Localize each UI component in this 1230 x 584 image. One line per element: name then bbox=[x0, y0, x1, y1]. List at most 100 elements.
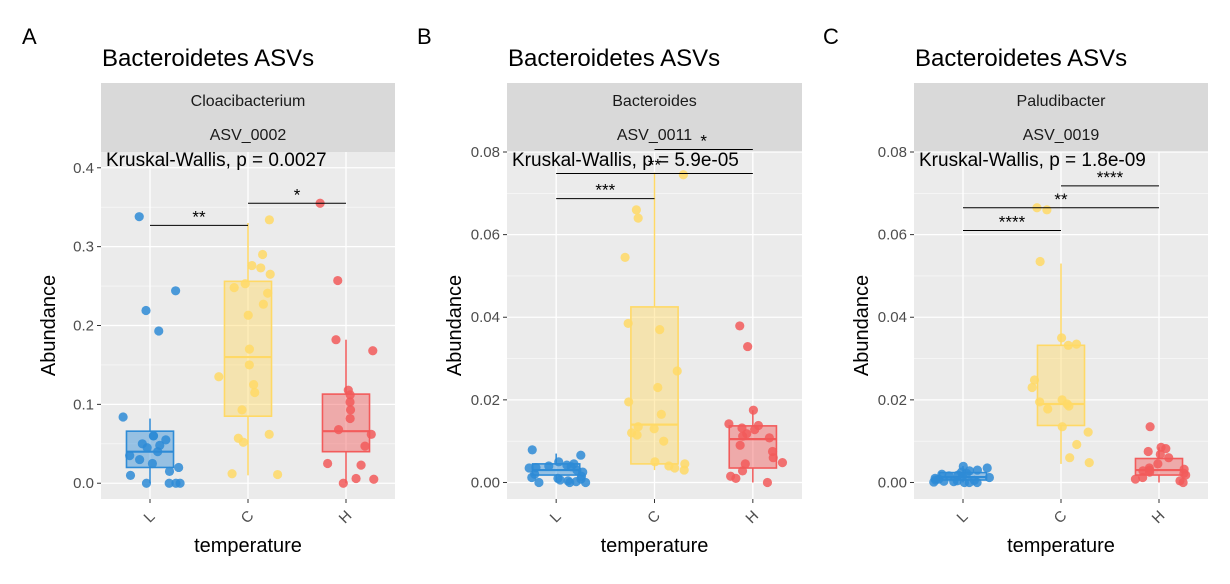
data-point-C bbox=[1083, 427, 1093, 437]
data-point-L bbox=[929, 477, 939, 487]
data-point-L bbox=[984, 472, 995, 483]
data-point-L bbox=[562, 460, 572, 470]
data-point-C bbox=[1029, 375, 1040, 385]
data-point-L bbox=[118, 412, 128, 422]
data-point-C bbox=[1065, 453, 1075, 463]
data-point-C bbox=[670, 463, 680, 473]
data-point-H bbox=[768, 453, 778, 463]
data-point-H bbox=[735, 440, 745, 450]
y-tick-label: 0.00 bbox=[878, 474, 907, 491]
y-tick-label: 0.04 bbox=[471, 309, 500, 326]
data-point-C bbox=[623, 318, 633, 329]
data-point-C bbox=[1057, 333, 1067, 343]
data-point-H bbox=[743, 341, 753, 352]
y-tick-label: 0.06 bbox=[878, 227, 907, 244]
data-point-L bbox=[141, 478, 152, 488]
data-point-C bbox=[1042, 205, 1052, 215]
data-point-C bbox=[1057, 422, 1067, 432]
data-point-C bbox=[1035, 397, 1045, 407]
data-point-L bbox=[972, 477, 982, 488]
strip-label-genus: Paludibacter bbox=[1017, 93, 1107, 110]
data-point-H bbox=[333, 425, 344, 435]
y-tick-label: 0.02 bbox=[878, 392, 907, 409]
data-point-C bbox=[1084, 458, 1094, 468]
data-point-H bbox=[345, 390, 355, 400]
data-point-H bbox=[731, 473, 741, 483]
data-point-H bbox=[740, 459, 750, 469]
significance-label: ** bbox=[648, 155, 662, 174]
data-point-L bbox=[154, 326, 164, 336]
x-tick-label: H bbox=[336, 507, 356, 527]
data-point-H bbox=[356, 460, 366, 470]
data-point-C bbox=[620, 252, 630, 262]
data-point-H bbox=[333, 275, 343, 286]
strip-label-genus: Bacteroides bbox=[612, 93, 697, 110]
data-point-C bbox=[247, 260, 257, 271]
data-point-C bbox=[1072, 439, 1082, 450]
data-point-C bbox=[273, 469, 283, 480]
significance-label: *** bbox=[595, 181, 615, 200]
x-tick-label: C bbox=[1051, 507, 1071, 527]
y-tick-label: 0.08 bbox=[878, 144, 907, 161]
data-point-L bbox=[142, 443, 152, 453]
x-tick-label: C bbox=[644, 507, 664, 527]
data-point-H bbox=[738, 431, 748, 441]
facet-strip bbox=[507, 83, 802, 152]
data-point-L bbox=[135, 454, 145, 465]
y-tick-label: 0.2 bbox=[73, 318, 94, 335]
data-point-H bbox=[1161, 444, 1171, 454]
data-point-H bbox=[369, 474, 379, 484]
data-point-C bbox=[656, 409, 666, 419]
data-point-H bbox=[1138, 472, 1148, 483]
data-point-L bbox=[565, 477, 575, 488]
data-point-L bbox=[164, 478, 174, 488]
plot-title: Bacteroidetes ASVs bbox=[915, 45, 1127, 72]
data-point-L bbox=[581, 477, 591, 488]
y-tick-label: 0.06 bbox=[471, 227, 500, 244]
data-point-C bbox=[1035, 256, 1045, 267]
x-axis-title: temperature bbox=[1007, 535, 1115, 557]
data-point-C bbox=[264, 215, 274, 225]
data-point-H bbox=[1164, 453, 1174, 463]
data-point-C bbox=[249, 380, 259, 390]
data-point-L bbox=[134, 212, 144, 222]
y-tick-label: 0.02 bbox=[471, 392, 500, 409]
data-point-C bbox=[250, 387, 260, 398]
panel-letter: B bbox=[417, 24, 432, 49]
panel-b: B Bacteroidetes ASVs Bacteroides ASV_0011 0.… bbox=[417, 24, 802, 557]
data-point-H bbox=[1143, 446, 1153, 457]
data-point-C bbox=[653, 382, 663, 393]
significance-label: **** bbox=[1097, 168, 1124, 187]
significance-label: ** bbox=[192, 207, 206, 226]
data-point-C bbox=[1027, 382, 1037, 393]
strip-label-genus: Cloacibacterium bbox=[191, 93, 306, 110]
significance-label: ** bbox=[1054, 190, 1068, 209]
data-point-H bbox=[748, 405, 759, 415]
data-point-C bbox=[264, 429, 274, 439]
y-tick-label: 0.4 bbox=[73, 160, 94, 177]
data-point-L bbox=[959, 477, 970, 488]
y-tick-label: 0.1 bbox=[73, 396, 94, 413]
data-point-C bbox=[650, 457, 660, 467]
data-point-C bbox=[624, 397, 634, 407]
data-point-H bbox=[360, 441, 370, 451]
data-point-C bbox=[633, 213, 643, 223]
data-point-H bbox=[1153, 459, 1163, 469]
data-point-C bbox=[1063, 340, 1073, 350]
data-point-H bbox=[1145, 467, 1155, 477]
data-point-H bbox=[368, 346, 378, 356]
facet-strip bbox=[101, 83, 395, 152]
data-point-L bbox=[155, 440, 165, 450]
data-point-C bbox=[237, 405, 247, 415]
data-point-C bbox=[655, 325, 665, 335]
data-point-L bbox=[524, 463, 534, 473]
boxplot-H bbox=[321, 339, 371, 484]
facet-strip bbox=[914, 83, 1208, 152]
data-point-C bbox=[1071, 339, 1082, 349]
data-point-C bbox=[244, 360, 254, 370]
data-point-H bbox=[764, 433, 774, 443]
data-point-H bbox=[735, 321, 745, 331]
strip-label-asv: ASV_0011 bbox=[617, 127, 692, 144]
data-point-H bbox=[750, 425, 760, 435]
data-point-C bbox=[631, 205, 641, 215]
